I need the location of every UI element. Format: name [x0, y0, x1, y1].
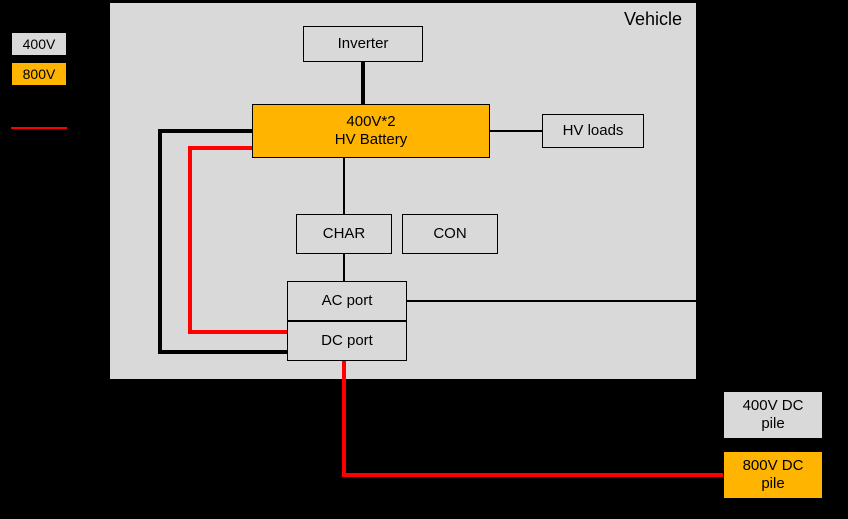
node-ac-port-label: AC port: [322, 292, 373, 310]
node-con-label: CON: [433, 225, 466, 243]
node-hv-loads: HV loads: [542, 114, 644, 148]
legend-800v-label: 800V: [23, 66, 56, 83]
node-800v-dc-pile: 800V DCpile: [723, 451, 823, 499]
legend-400v: 400V: [11, 32, 67, 56]
node-char: CHAR: [296, 214, 392, 254]
node-con: CON: [402, 214, 498, 254]
node-ac-port: AC port: [287, 281, 407, 321]
legend-400v-label: 400V: [23, 36, 56, 53]
node-800v-dc-pile-label: 800V DCpile: [743, 457, 804, 493]
edges-layer: [0, 0, 848, 519]
node-dc-port-label: DC port: [321, 332, 373, 350]
node-hv-loads-label: HV loads: [563, 122, 624, 140]
node-inverter-label: Inverter: [338, 35, 389, 53]
node-hv-battery-label: 400V*2HV Battery: [335, 113, 408, 149]
node-400v-dc-pile-label: 400V DCpile: [743, 397, 804, 433]
node-inverter: Inverter: [303, 26, 423, 62]
legend-800v: 800V: [11, 62, 67, 86]
node-400v-dc-pile: 400V DCpile: [723, 391, 823, 439]
node-char-label: CHAR: [323, 225, 366, 243]
node-hv-battery: 400V*2HV Battery: [252, 104, 490, 158]
node-dc-port: DC port: [287, 321, 407, 361]
